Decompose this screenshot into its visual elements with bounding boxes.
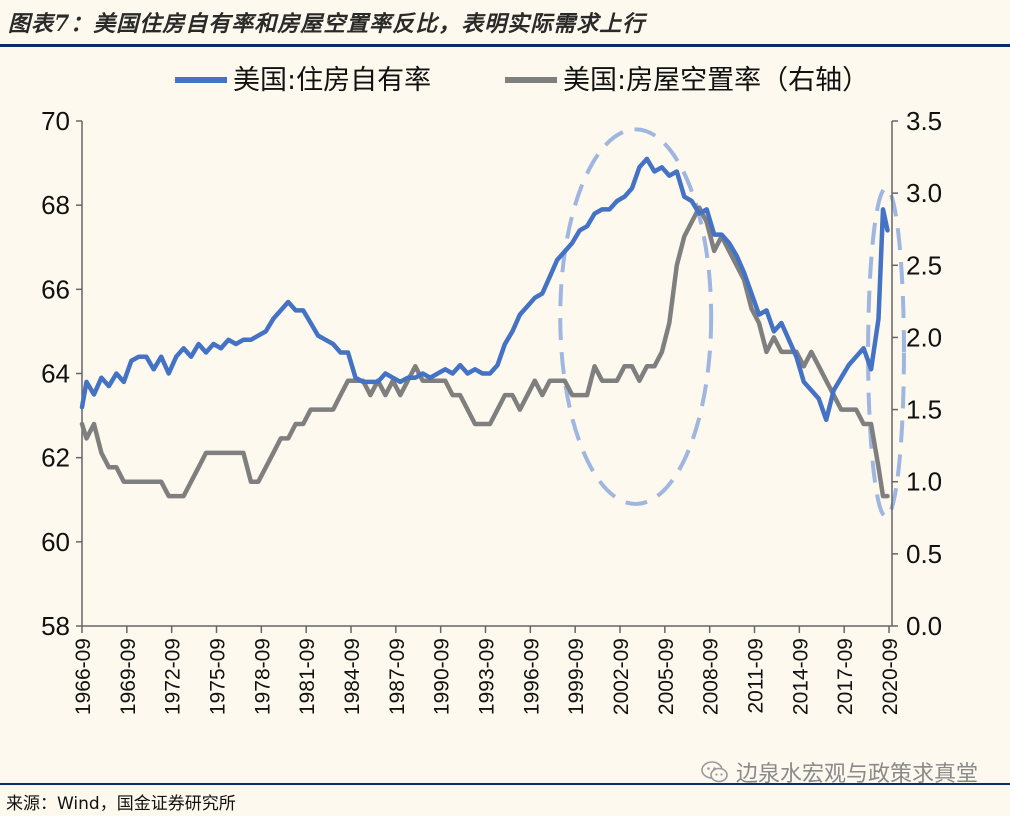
- series-line-2: [79, 205, 890, 499]
- line-chart: 58 60 62 64 66 68 70 0.0 0.5 1.0 1.5 2.0 2.5 3.0 3.5 19…: [41, 65, 942, 715]
- x-tick-label: 1993-09: [476, 638, 499, 715]
- x-tick-label: 2017-09: [834, 638, 857, 715]
- x-tick-label: 1999-09: [565, 638, 588, 715]
- y-right-tick-label: 2.0: [906, 322, 942, 352]
- x-tick-label: 2020-09: [879, 638, 902, 715]
- x-tick-label: 2005-09: [655, 638, 678, 715]
- y-right-tick-label: 1.5: [906, 395, 942, 425]
- y-left-tick-label: 68: [41, 190, 70, 220]
- y-left-tick-label: 60: [41, 527, 70, 557]
- watermark: 边泉水宏观与政策求真堂: [700, 756, 978, 788]
- x-tick-label: 1969-09: [117, 638, 140, 715]
- x-tick-label: 1978-09: [251, 638, 274, 715]
- x-tick-label: 1987-09: [386, 638, 409, 715]
- highlight-ellipse-2: [866, 186, 906, 519]
- x-tick-label: 1996-09: [520, 638, 543, 715]
- y-right-tick-label: 1.0: [906, 467, 942, 497]
- footer-divider: [0, 783, 1010, 785]
- x-tick-label: 1981-09: [296, 638, 319, 715]
- y-left-tick-label: 62: [41, 443, 70, 473]
- x-tick-label: 1990-09: [431, 638, 454, 715]
- legend-label-1: 美国:住房自有率: [233, 65, 431, 96]
- y-right-tick-label: 2.5: [906, 250, 942, 280]
- source-note: 来源：Wind，国金证券研究所: [6, 794, 236, 814]
- y-left-tick-label: 64: [41, 359, 70, 389]
- y-left-tick-label: 58: [41, 611, 70, 641]
- x-tick-label: 2014-09: [789, 638, 812, 715]
- x-tick-label: 2002-09: [610, 638, 633, 715]
- x-tick-label: 1984-09: [341, 638, 364, 715]
- y-left-tick-label: 66: [41, 274, 70, 304]
- chart-title: 图表7：美国住房自有率和房屋空置率反比，表明实际需求上行: [8, 11, 646, 37]
- y-right-tick-label: 0.0: [906, 611, 942, 641]
- x-tick-label: 2008-09: [700, 638, 723, 715]
- y-left-tick-label: 70: [41, 106, 70, 136]
- y-right-tick-label: 3.0: [906, 178, 942, 208]
- y-right-tick-label: 3.5: [906, 106, 942, 136]
- x-tick-label: 2011-09: [745, 638, 768, 714]
- x-tick-label: 1972-09: [162, 638, 185, 715]
- wechat-icon: [701, 761, 728, 783]
- title-divider: [0, 44, 1010, 47]
- legend-label-2: 美国:房屋空置率（右轴）: [563, 65, 869, 96]
- series-line-1: [79, 156, 890, 423]
- watermark-text: 边泉水宏观与政策求真堂: [735, 762, 978, 787]
- highlight-ellipse-1: [558, 127, 714, 506]
- x-tick-label: 1975-09: [207, 638, 230, 715]
- chart-header: 图表7：美国住房自有率和房屋空置率反比，表明实际需求上行: [0, 0, 1010, 44]
- x-tick-label: 1966-09: [72, 638, 95, 715]
- y-right-tick-label: 0.5: [906, 539, 942, 569]
